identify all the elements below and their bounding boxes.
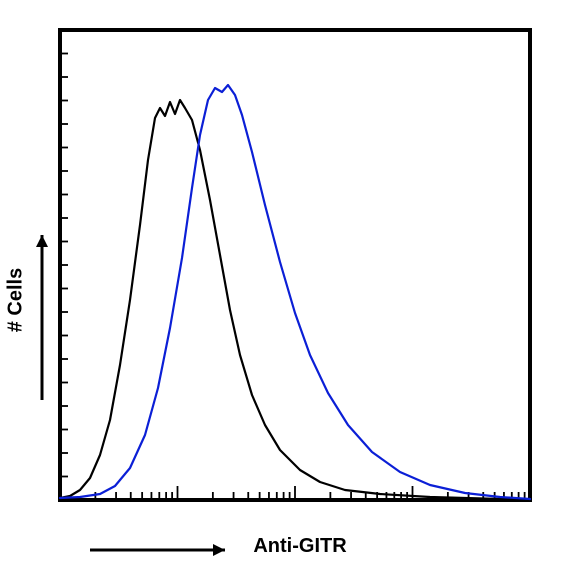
chart-svg — [0, 0, 562, 587]
y-axis-label: # Cells — [5, 268, 28, 332]
x-axis-label: Anti-GITR — [253, 535, 346, 558]
flow-cytometry-chart: # Cells Anti-GITR — [0, 0, 562, 587]
